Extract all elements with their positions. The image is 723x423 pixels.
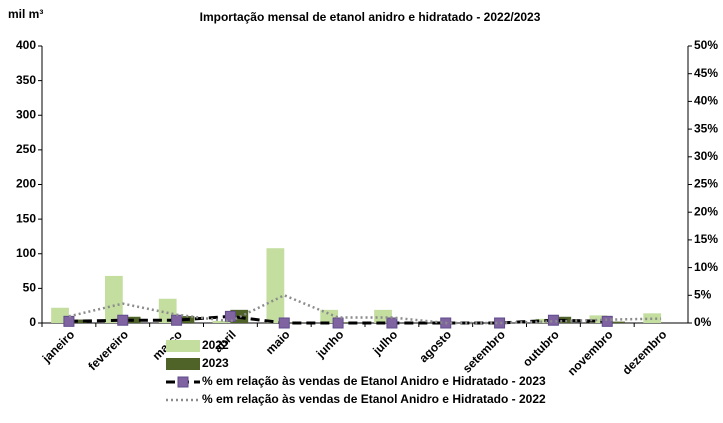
- y-tick-label: 300: [16, 107, 36, 121]
- y-tick-label: 350: [16, 73, 36, 87]
- bar: [104, 275, 123, 323]
- y2-tick-label: 45%: [694, 66, 718, 80]
- x-tick-label: janeiro: [39, 327, 77, 365]
- y-tick-label: 0: [29, 315, 36, 329]
- y2-tick-label: 35%: [694, 121, 718, 135]
- legend-label: % em relação às vendas de Etanol Anidro …: [202, 374, 546, 388]
- chart-title: Importação mensal de etanol anidro e hid…: [200, 10, 541, 24]
- line: [68, 293, 662, 325]
- x-tick-label: julho: [369, 327, 400, 358]
- x-tick-label: novembro: [565, 327, 616, 378]
- x-tick-label: outubro: [520, 327, 562, 369]
- bar: [643, 313, 662, 323]
- x-tick-label: maio: [263, 327, 293, 357]
- bar: [607, 321, 626, 323]
- legend-swatch: [166, 358, 200, 370]
- marker: [547, 314, 559, 326]
- marker: [332, 317, 344, 329]
- y-tick-label: 100: [16, 246, 36, 260]
- y-tick-label: 200: [16, 177, 36, 191]
- y2-tick-label: 20%: [694, 204, 718, 218]
- marker: [601, 315, 613, 327]
- legend-label: 2023: [202, 356, 229, 370]
- x-tick-label: setembro: [460, 327, 508, 375]
- marker: [63, 315, 75, 327]
- legend-marker: [177, 376, 189, 388]
- y-axis-label: mil m³: [8, 7, 43, 21]
- y-tick-label: 250: [16, 142, 36, 156]
- y2-tick-label: 50%: [694, 38, 718, 52]
- y2-tick-label: 40%: [694, 94, 718, 108]
- x-tick-label: dezembro: [619, 327, 669, 377]
- marker: [117, 314, 129, 326]
- marker: [171, 314, 183, 326]
- y-tick-label: 50: [23, 281, 37, 295]
- bar: [338, 322, 356, 323]
- y2-tick-label: 15%: [694, 232, 718, 246]
- bar: [589, 315, 608, 323]
- y2-tick-label: 10%: [694, 260, 718, 274]
- marker: [494, 317, 506, 329]
- marker: [278, 317, 290, 329]
- bar: [212, 320, 231, 323]
- legend-label: % em relação às vendas de Etanol Anidro …: [202, 392, 546, 406]
- y-tick-label: 150: [16, 211, 36, 225]
- legend-swatch: [166, 340, 200, 352]
- x-tick-label: junho: [313, 327, 347, 361]
- x-tick-label: fevereiro: [85, 327, 131, 373]
- legend-label: 2022: [202, 338, 229, 352]
- y-tick-label: 400: [16, 38, 36, 52]
- y2-tick-label: 0%: [694, 315, 712, 329]
- y2-tick-label: 25%: [694, 177, 718, 191]
- bar: [266, 248, 285, 323]
- y2-tick-label: 5%: [694, 287, 712, 301]
- marker: [224, 310, 236, 322]
- marker: [386, 317, 398, 329]
- y2-tick-label: 30%: [694, 149, 718, 163]
- x-tick-label: agosto: [416, 327, 454, 365]
